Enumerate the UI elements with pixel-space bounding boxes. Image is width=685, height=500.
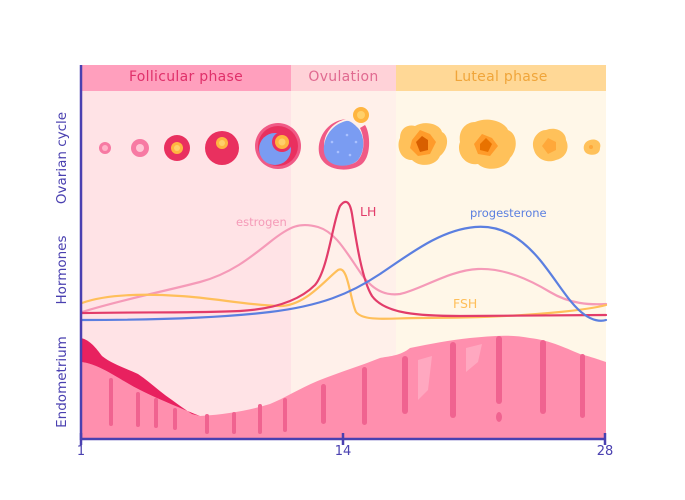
fsh-curve	[80, 268, 608, 320]
follicular-phase-label: Follicular phase	[128, 69, 244, 85]
hormone-curves	[80, 200, 608, 322]
follicle-1-icon	[99, 142, 111, 154]
row-label-hormones: Hormones	[54, 235, 70, 305]
menstrual-shedding	[81, 338, 200, 416]
corpus-luteum-4-icon	[583, 139, 601, 155]
row-label-ovarian-cycle: Ovarian cycle	[54, 111, 70, 205]
luteal-phase-label: Luteal phase	[454, 69, 548, 85]
row-label-endometrium: Endometrium	[54, 336, 70, 428]
ovarian-follicles	[99, 107, 601, 170]
follicular-header	[81, 65, 291, 91]
endometrium-layer	[81, 335, 606, 439]
follicle-3-icon	[164, 135, 190, 161]
follicle-5-icon	[255, 123, 301, 169]
ovulation-phase-label: Ovulation	[308, 69, 379, 85]
corpus-luteum-3-icon	[532, 128, 568, 162]
progesterone-curve	[80, 225, 608, 322]
follicle-4-icon	[205, 131, 239, 166]
follicle-2-icon	[131, 139, 149, 157]
endometrial-glands	[109, 336, 585, 434]
phase-headers	[81, 65, 606, 91]
corpus-luteum-1-icon	[398, 123, 448, 165]
luteal-header	[396, 65, 606, 91]
estrogen-label: estrogen	[236, 215, 287, 229]
ovulation-header	[291, 65, 396, 91]
x-tick-label-28: 28	[596, 444, 614, 459]
lh-curve	[80, 200, 608, 318]
fsh-label: FSH	[453, 296, 478, 311]
corpus-luteum-2-icon	[458, 119, 516, 169]
estrogen-curve	[80, 223, 608, 314]
gland-highlight-2	[466, 344, 482, 372]
x-tick-label-1: 1	[76, 444, 86, 459]
lh-label: LH	[360, 204, 377, 219]
ovulating-follicle-icon	[318, 107, 370, 170]
gland-highlight-1	[418, 356, 432, 400]
axes	[79, 65, 607, 445]
progesterone-label: progesterone	[470, 206, 547, 220]
x-tick-label-14: 14	[334, 444, 352, 459]
